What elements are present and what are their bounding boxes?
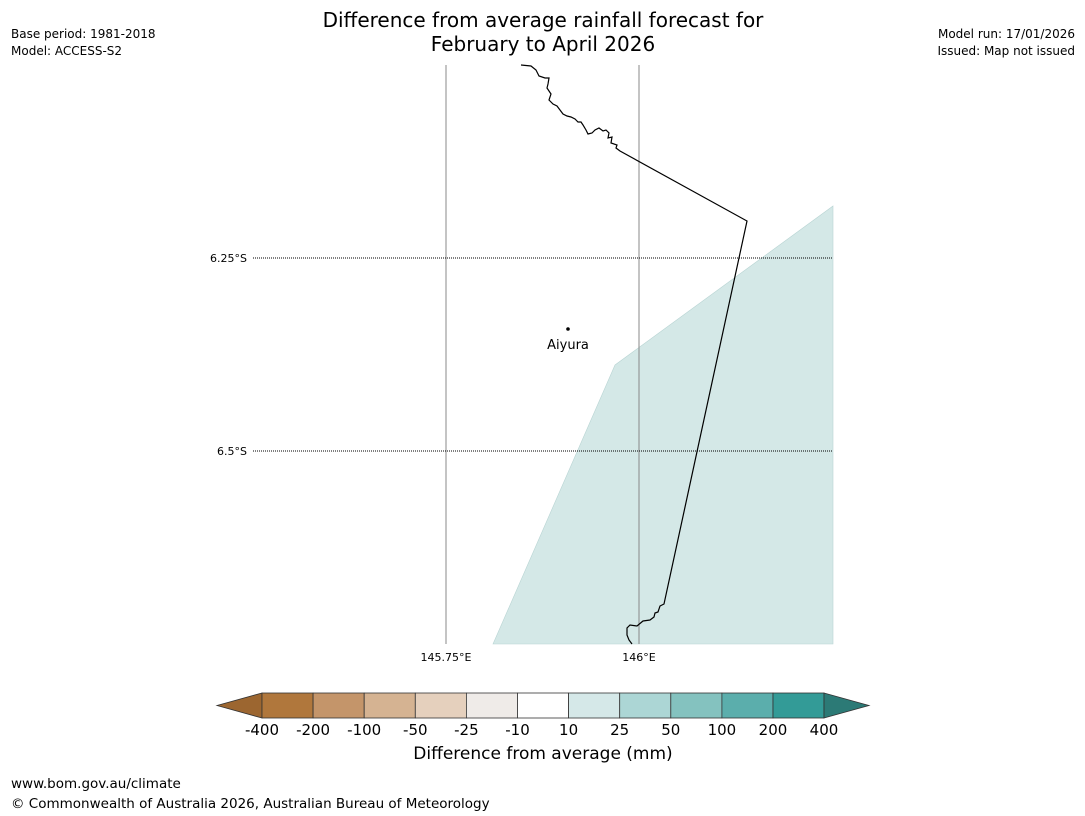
colorbar-title: Difference from average (mm) [413, 744, 673, 764]
footer-url: www.bom.gov.au/climate [11, 776, 181, 792]
colorbar-segment [312, 692, 365, 719]
colorbar-tick-label: 100 [708, 721, 737, 739]
colorbar-segment [721, 692, 774, 719]
footer-copyright: © Commonwealth of Australia 2026, Austra… [11, 796, 490, 812]
colorbar-tick-label: -10 [505, 721, 530, 739]
colorbar-extend-low [215, 692, 263, 719]
colorbar-tick-label: -200 [296, 721, 330, 739]
model-run-text: Model run: 17/01/2026 [937, 27, 1075, 41]
issued-text: Issued: Map not issued [937, 44, 1075, 58]
colorbar-tick-label: -100 [347, 721, 381, 739]
colorbar-tick-label: 200 [759, 721, 788, 739]
colorbar-segment [568, 692, 621, 719]
model-text: Model: ACCESS-S2 [11, 44, 123, 58]
latitude-label-6-25: 6.25°S [210, 252, 247, 265]
meta-right: Model run: 17/01/2026 Issued: Map not is… [937, 26, 1075, 60]
meta-left: Base period: 1981-2018 Model: ACCESS-S2 [11, 26, 156, 60]
aiyura-marker [566, 327, 570, 331]
colorbar: -400 -200 -100 -50 -25 -10 10 25 50 100 … [215, 692, 871, 739]
colorbar-segment [465, 692, 518, 719]
title-line-2: February to April 2026 [430, 32, 656, 56]
colorbar-segment [772, 692, 825, 719]
base-period-text: Base period: 1981-2018 [11, 27, 156, 41]
colorbar-segment [670, 692, 723, 719]
colorbar-segment [414, 692, 467, 719]
colorbar-segment [619, 692, 672, 719]
coastline [520, 64, 748, 645]
colorbar-tick-label: 10 [559, 721, 578, 739]
colorbar-segment [363, 692, 416, 719]
aiyura-label: Aiyura [547, 338, 589, 353]
shaded-region [492, 205, 834, 645]
longitude-label-146: 146°E [622, 651, 655, 664]
colorbar-tick-label: 25 [610, 721, 629, 739]
colorbar-tick-label: 400 [810, 721, 839, 739]
colorbar-tick-label: -400 [245, 721, 279, 739]
colorbar-extend-high [823, 692, 871, 719]
colorbar-tick-label: -25 [454, 721, 479, 739]
map-title: Difference from average rainfall forecas… [243, 8, 843, 56]
colorbar-segment [517, 692, 569, 719]
longitude-label-145-75: 145.75°E [421, 651, 472, 664]
colorbar-tick-label: -50 [403, 721, 428, 739]
latitude-label-6-5: 6.5°S [217, 445, 247, 458]
colorbar-segment [261, 692, 314, 719]
colorbar-tick-label: 50 [661, 721, 680, 739]
title-line-1: Difference from average rainfall forecas… [322, 8, 764, 32]
